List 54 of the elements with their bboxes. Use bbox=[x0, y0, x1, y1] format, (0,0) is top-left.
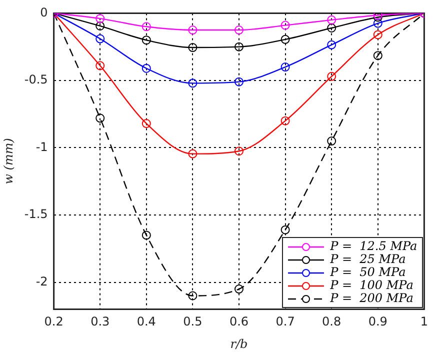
y-tick-label: -1.5 bbox=[24, 207, 48, 222]
legend-label: P = 100 MPa bbox=[330, 278, 414, 292]
point bbox=[188, 43, 198, 52]
point bbox=[327, 136, 336, 146]
x-tick-label: 0.8 bbox=[322, 314, 342, 329]
legend-label: P = 50 MPa bbox=[330, 265, 406, 280]
legend-label: P = 200 MPa bbox=[330, 291, 414, 306]
point bbox=[234, 42, 244, 52]
point bbox=[327, 40, 336, 50]
legend-label: P = 25 MPa bbox=[330, 252, 406, 266]
x-axis-title: r/b bbox=[230, 336, 248, 351]
x-tick-label: 0.6 bbox=[229, 314, 249, 329]
x-tick-label: 1 bbox=[420, 314, 428, 329]
point bbox=[96, 14, 105, 24]
x-tick-label: 0.5 bbox=[183, 314, 202, 329]
point bbox=[188, 26, 198, 35]
x-tick-label: 0.3 bbox=[90, 314, 110, 329]
point bbox=[234, 284, 244, 294]
point bbox=[188, 291, 198, 300]
point bbox=[142, 36, 151, 45]
y-tick-label: -0.5 bbox=[24, 72, 48, 87]
legend-label: P = 12.5 MPa bbox=[330, 239, 418, 254]
point bbox=[327, 15, 336, 24]
x-tick-label: 0.2 bbox=[44, 314, 64, 329]
point bbox=[280, 225, 290, 234]
point bbox=[142, 230, 151, 240]
point bbox=[96, 61, 105, 70]
point bbox=[373, 30, 382, 40]
point bbox=[96, 34, 105, 44]
y-axis-title: w (mm) bbox=[1, 138, 16, 184]
point bbox=[142, 119, 151, 128]
point bbox=[280, 116, 290, 126]
y-tick-label: -1 bbox=[36, 140, 48, 154]
point bbox=[142, 22, 151, 32]
point bbox=[188, 78, 198, 88]
point bbox=[188, 149, 198, 158]
x-tick-label: 0.7 bbox=[276, 314, 295, 329]
point bbox=[280, 20, 290, 30]
point bbox=[234, 26, 244, 35]
y-tick-label: -2 bbox=[36, 274, 48, 288]
point bbox=[234, 146, 244, 156]
point bbox=[280, 34, 290, 44]
x-tick-label: 0.4 bbox=[136, 314, 156, 329]
point bbox=[373, 18, 382, 28]
point bbox=[373, 51, 382, 60]
point bbox=[327, 24, 336, 32]
point bbox=[234, 77, 244, 86]
y-tick-label: 0 bbox=[40, 5, 48, 20]
x-tick-label: 0.9 bbox=[368, 314, 388, 329]
point bbox=[142, 64, 151, 73]
point bbox=[96, 114, 105, 123]
point bbox=[96, 21, 105, 30]
point bbox=[327, 72, 336, 81]
point bbox=[280, 62, 290, 72]
